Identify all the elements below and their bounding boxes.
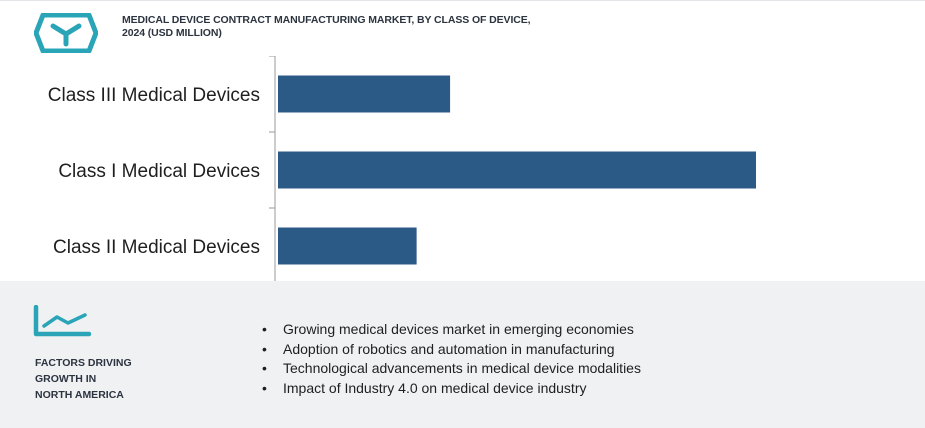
bar-chart-svg: Class III Medical Devices Class I Medical… [48, 56, 756, 285]
factor-item: • Growing medical devices market in emerg… [262, 320, 641, 340]
chart-title: MEDICAL DEVICE CONTRACT MANUFACTURING MA… [122, 14, 531, 39]
bar [278, 75, 451, 113]
bar [278, 227, 417, 265]
category-label: Class II Medical Devices [53, 237, 260, 258]
top-divider [0, 0, 925, 1]
factor-item: • Technological advancements in medical d… [262, 359, 641, 379]
category-label: Class I Medical Devices [58, 161, 260, 182]
bullet-glyph: • [262, 379, 267, 396]
factor-text: Adoption of robotics and automation in m… [283, 340, 615, 357]
bullet-glyph: • [262, 360, 267, 376]
factor-item: • Adoption of robotics and automation in … [262, 340, 641, 360]
factors-heading: FACTORS DRIVING GROWTH IN NORTH AMERICA [35, 357, 132, 401]
factors-list: • Growing medical devices market in emerg… [262, 320, 641, 398]
growth-factors-panel [0, 281, 925, 428]
factor-text: Impact of Industry 4.0 on medical device… [283, 379, 587, 396]
bar-chart: Class III Medical Devices Class I Medical… [0, 56, 925, 286]
bullet-glyph: • [262, 321, 267, 337]
category-label: Class III Medical Devices [48, 85, 260, 106]
factor-text: Growing medical devices market in emergi… [283, 321, 634, 337]
trend-line-icon [33, 305, 92, 337]
bullet-glyph: • [262, 340, 267, 357]
factor-text: Technological advancements in medical de… [283, 360, 641, 376]
box-logo-icon [34, 13, 98, 53]
factor-item: • Impact of Industry 4.0 on medical devic… [262, 379, 641, 399]
bar [278, 151, 756, 189]
